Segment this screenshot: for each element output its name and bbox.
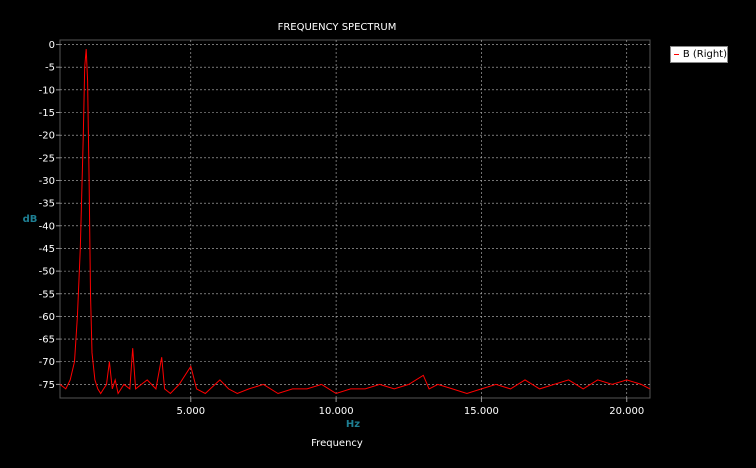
chart-title: FREQUENCY SPECTRUM [278, 22, 397, 33]
x-axis-label: Frequency [311, 438, 363, 449]
y-tick-label: -30 [39, 176, 55, 187]
plot-area-frame [59, 39, 651, 399]
y-tick-label: -75 [39, 380, 55, 391]
y-tick-label: 0 [49, 40, 55, 51]
y-tick-label: -70 [39, 357, 55, 368]
chart-legend: B (Right) [670, 46, 728, 63]
x-tick-label: 15.000 [464, 406, 499, 417]
y-tick-label: -60 [39, 312, 55, 323]
x-axis-unit: Hz [346, 419, 360, 430]
y-axis-ticks: 0 -5 -10 -15 -20 -25 -30 -35 -40 -45 -50 -55 -60 -65 -… [39, 40, 60, 391]
y-tick-label: -5 [45, 63, 55, 74]
y-tick-label: -35 [39, 199, 55, 210]
series-line-b-right [59, 49, 651, 395]
x-tick-label: 5.000 [176, 406, 205, 417]
legend-swatch [674, 54, 679, 55]
y-tick-label: -45 [39, 244, 55, 255]
y-tick-label: -20 [39, 131, 55, 142]
x-tick-label: 20.000 [609, 406, 644, 417]
x-axis-ticks: 5.000 10.000 15.000 20.000 [176, 398, 644, 417]
x-tick-label: 10.000 [319, 406, 354, 417]
legend-label: B (Right) [682, 49, 727, 60]
y-tick-label: -65 [39, 335, 55, 346]
y-tick-label: -50 [39, 267, 55, 278]
y-tick-label: -40 [39, 221, 55, 232]
y-tick-label: -55 [39, 289, 55, 300]
y-tick-label: -25 [39, 153, 55, 164]
y-axis-label: dB [23, 214, 38, 225]
y-tick-label: -10 [39, 85, 55, 96]
y-tick-label: -15 [39, 108, 55, 119]
